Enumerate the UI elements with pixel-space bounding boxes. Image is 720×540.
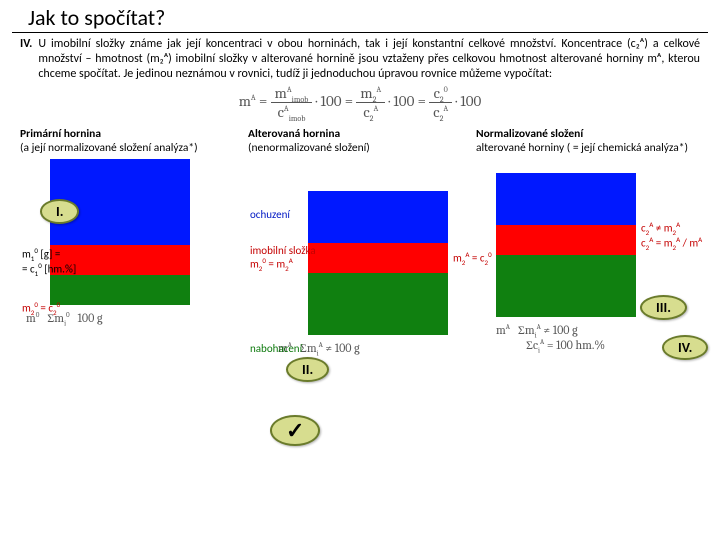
callout-3: III. <box>640 295 687 320</box>
col3-sub: alterované horniny ( = její chemická ana… <box>476 142 696 155</box>
main-formula: mA = mAimobcAimob · 100 = m2Ac2A · 100 =… <box>0 84 720 121</box>
ann-imobilni: imobilní složkam20 = m2A <box>250 245 316 273</box>
page-title: Jak to spočítat? <box>12 0 708 33</box>
bar-1: m10 [g] == c10 [hm.%] m20 = c20 <box>50 159 190 305</box>
ann-c2a: c2A ≠ m2Ac2A = m2A / mA <box>641 221 702 252</box>
paragraph: U imobilní složky známe jak její koncent… <box>38 37 700 82</box>
column-3: Normalizované složení alterované horniny… <box>476 127 696 356</box>
item-numeral: IV. <box>20 37 32 82</box>
col2-title: Alterovaná hornina <box>248 127 468 141</box>
bar-3: c2A ≠ m2Ac2A = m2A / mA <box>496 173 636 317</box>
callout-4: IV. <box>662 335 708 360</box>
col2-bottom: mA ΣmiA ≠ 100 g <box>278 341 468 356</box>
ann-m20: m20 = c20 <box>22 301 60 317</box>
col1-title: Primární hornina <box>20 127 240 141</box>
column-1: Primární hornina (a její normalizované s… <box>20 127 240 356</box>
ann-ochuzeni: ochuzení <box>250 209 290 221</box>
bar-2: ochuzení imobilní složkam20 = m2A naboha… <box>308 191 448 335</box>
callout-2: II. <box>286 357 329 382</box>
col3-title: Normalizované složení <box>476 127 696 141</box>
check-icon: ✓ <box>270 415 320 446</box>
col1-sub: (a její normalizované složení analýza*) <box>20 142 240 155</box>
col2-sub: (nenormalizované složení) <box>248 142 468 155</box>
ann-m10: m10 [g] == c10 [hm.%] <box>22 247 76 278</box>
ann-nabohaceni: nabohacení <box>250 343 302 355</box>
column-2: Alterovaná hornina (nenormalizované slož… <box>248 127 468 356</box>
